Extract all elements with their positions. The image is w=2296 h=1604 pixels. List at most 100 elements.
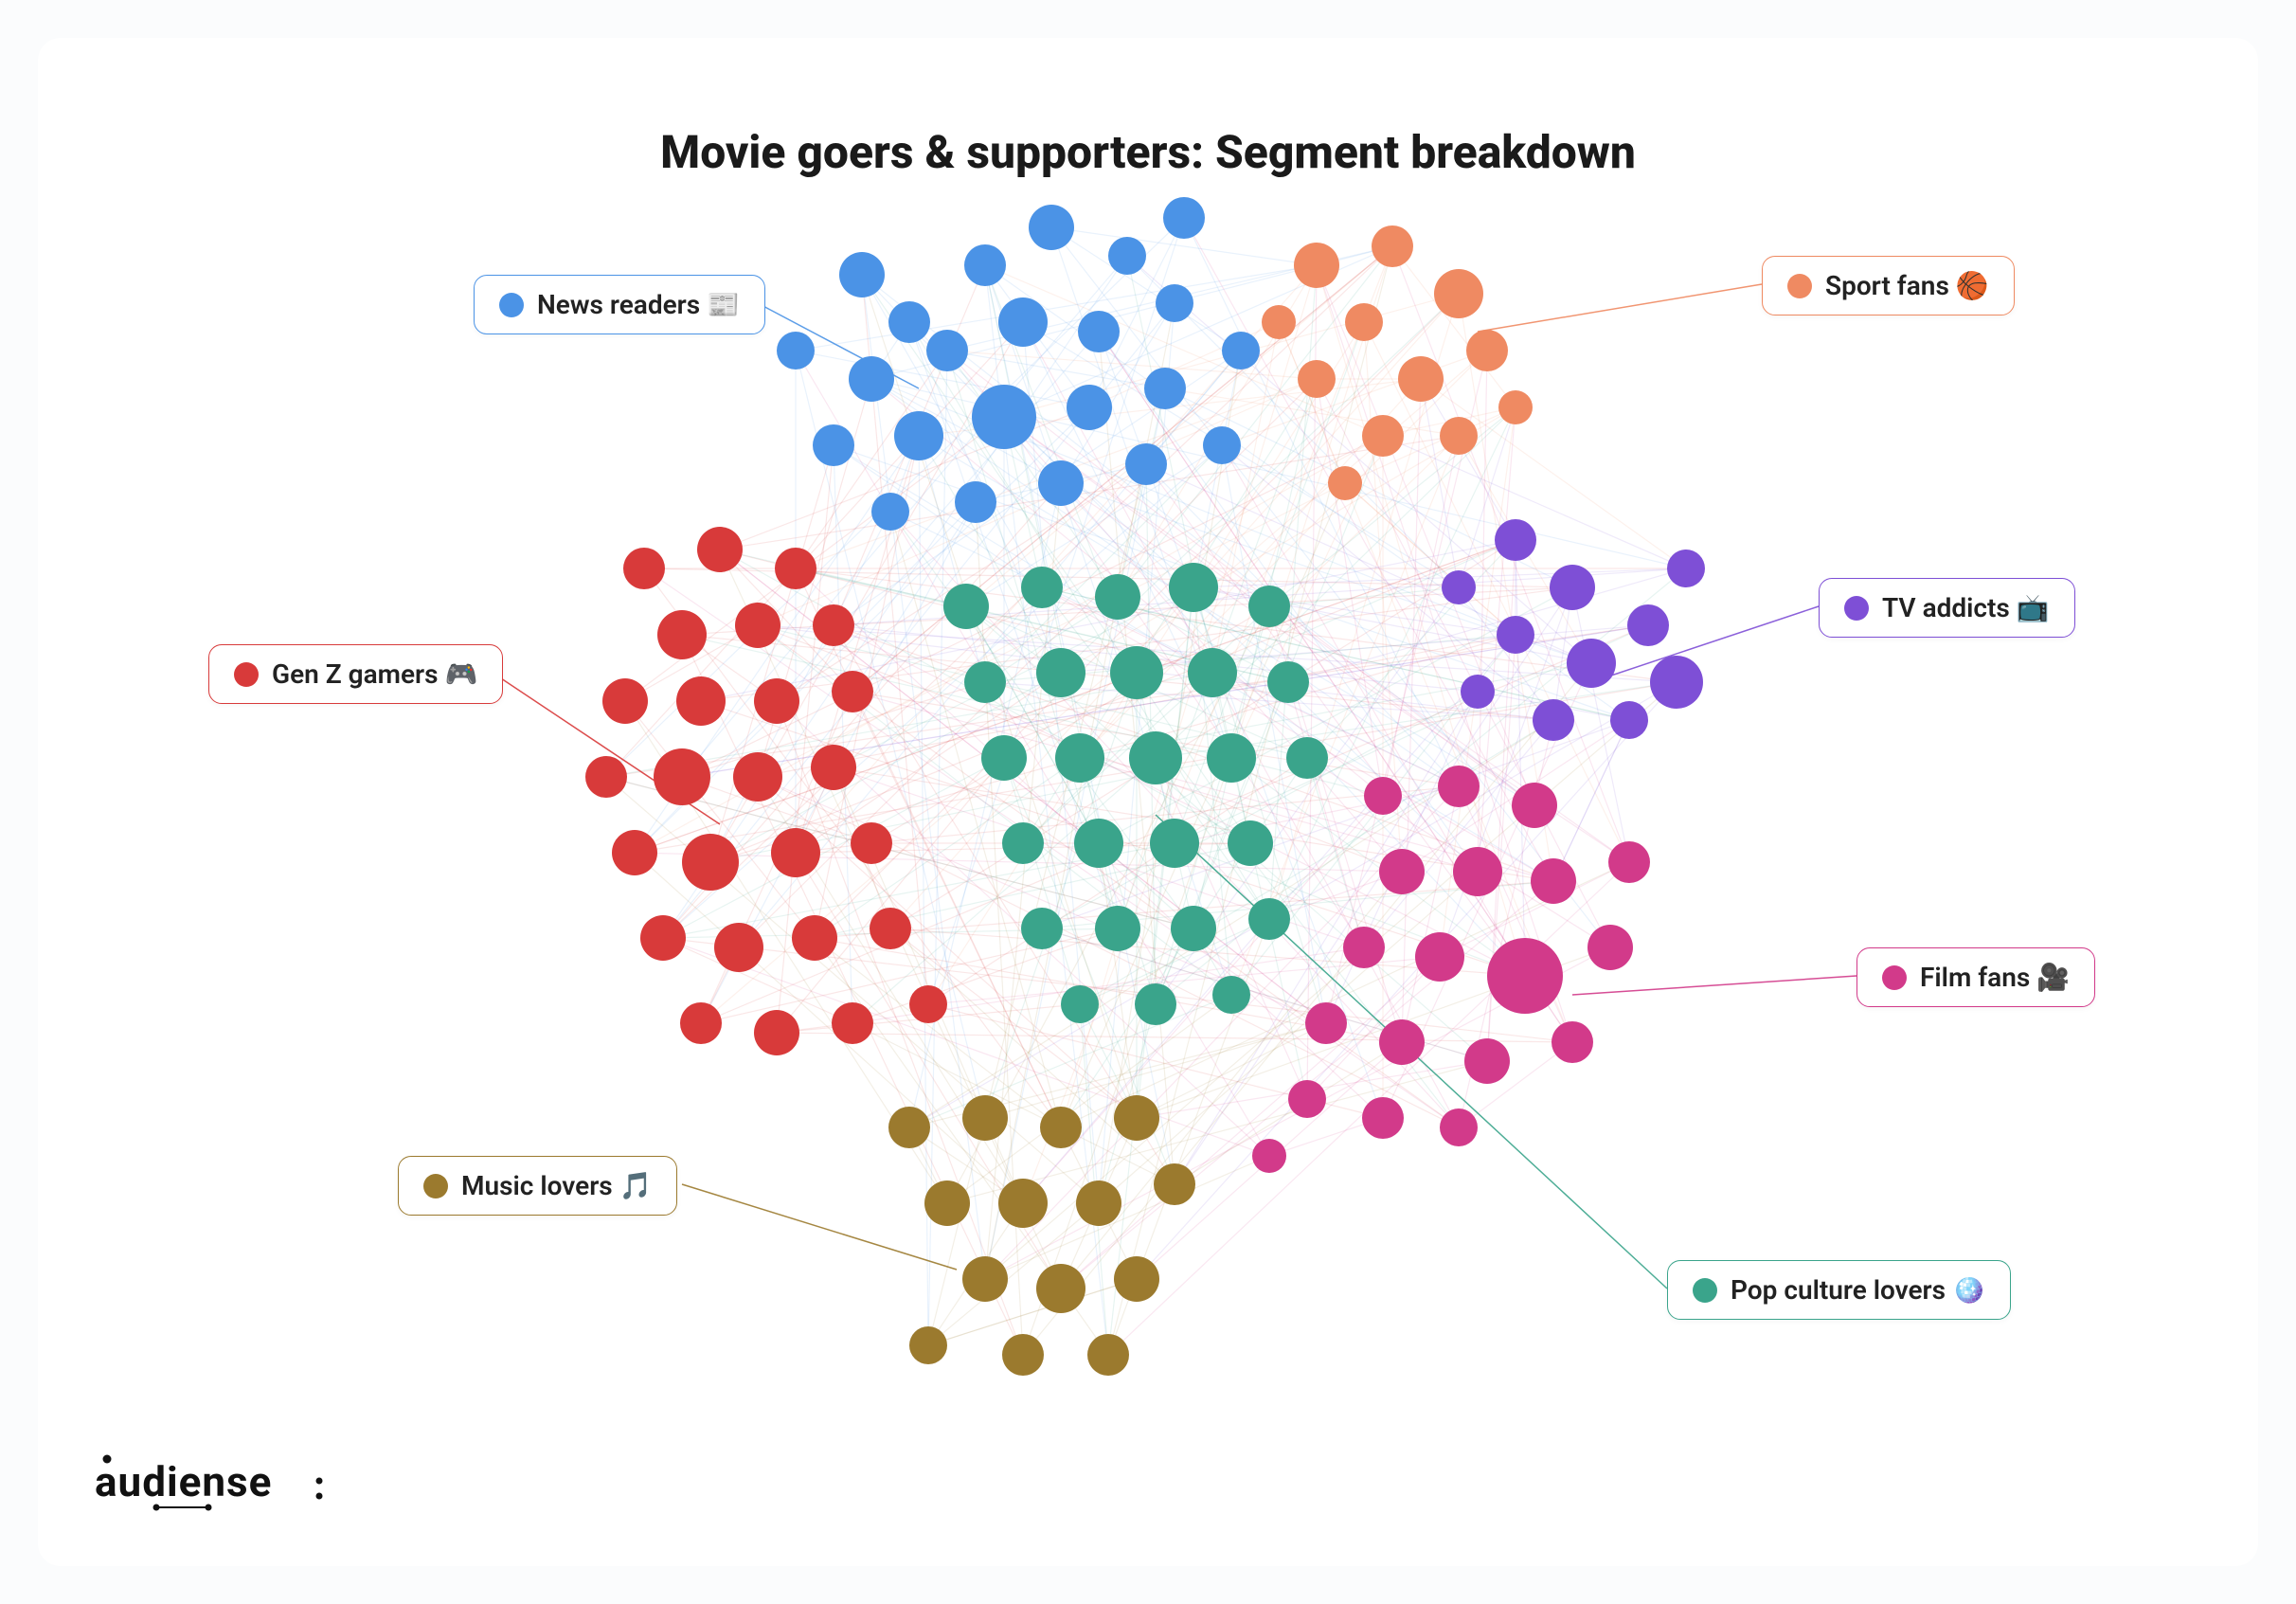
network-node-genz bbox=[714, 923, 763, 972]
network-edge bbox=[682, 635, 1023, 1355]
network-node-film bbox=[1343, 927, 1385, 968]
legend-dot-icon bbox=[1787, 274, 1812, 298]
network-node-film bbox=[1364, 777, 1402, 815]
network-node-news bbox=[926, 330, 968, 371]
network-node-genz bbox=[733, 752, 782, 802]
legend-dot-icon bbox=[1693, 1278, 1717, 1303]
network-node-pop bbox=[1150, 819, 1199, 868]
network-node-pop bbox=[1207, 733, 1256, 783]
network-node-film bbox=[1552, 1021, 1593, 1063]
network-node-genz bbox=[870, 908, 911, 949]
network-node-music bbox=[962, 1256, 1008, 1302]
network-node-pop bbox=[1055, 733, 1104, 783]
network-node-genz bbox=[602, 678, 648, 724]
network-edge bbox=[852, 246, 1392, 692]
network-node-sport bbox=[1294, 243, 1339, 288]
legend-pill-tv: TV addicts 📺 bbox=[1819, 578, 2075, 638]
network-node-news bbox=[871, 493, 909, 531]
network-node-sport bbox=[1498, 390, 1533, 424]
network-node-news bbox=[777, 332, 815, 369]
network-node-pop bbox=[1248, 586, 1290, 627]
network-node-music bbox=[1114, 1256, 1159, 1302]
network-node-genz bbox=[754, 678, 799, 724]
network-node-film bbox=[1512, 783, 1557, 828]
network-node-tv bbox=[1667, 550, 1705, 587]
network-node-sport bbox=[1262, 305, 1296, 339]
network-node-music bbox=[1040, 1107, 1082, 1148]
legend-dot-icon bbox=[1844, 596, 1869, 621]
network-node-pop bbox=[1171, 906, 1216, 951]
network-node-pop bbox=[1021, 908, 1063, 949]
legend-label: News readers 📰 bbox=[537, 289, 740, 320]
legend-pill-pop: Pop culture lovers 🪩 bbox=[1667, 1260, 2011, 1320]
legend-pill-music: Music lovers 🎵 bbox=[398, 1156, 677, 1216]
legend-dot-icon bbox=[1882, 965, 1907, 990]
network-node-genz bbox=[612, 830, 657, 875]
network-node-news bbox=[1144, 368, 1186, 409]
network-node-tv bbox=[1533, 699, 1574, 741]
network-node-genz bbox=[792, 915, 837, 961]
network-node-pop bbox=[1212, 976, 1250, 1014]
network-edge bbox=[1108, 246, 1392, 1355]
network-node-pop bbox=[1061, 985, 1099, 1023]
network-node-pop bbox=[1129, 731, 1182, 784]
network-node-genz bbox=[813, 604, 854, 646]
network-node-sport bbox=[1372, 225, 1413, 267]
legend-pill-sport: Sport fans 🏀 bbox=[1762, 256, 2015, 315]
network-node-news bbox=[1108, 237, 1146, 275]
legend-leader-music bbox=[682, 1184, 957, 1270]
network-node-film bbox=[1587, 925, 1633, 970]
network-node-genz bbox=[754, 1010, 799, 1055]
network-node-film bbox=[1288, 1080, 1326, 1118]
network-node-sport bbox=[1345, 303, 1383, 341]
network-node-news bbox=[1078, 311, 1120, 352]
network-node-news bbox=[849, 356, 894, 402]
network-node-tv bbox=[1461, 675, 1495, 709]
network-node-film bbox=[1438, 766, 1480, 807]
network-node-sport bbox=[1398, 356, 1444, 402]
network-node-news bbox=[1125, 443, 1167, 485]
network-node-film bbox=[1305, 1002, 1347, 1044]
network-node-genz bbox=[682, 834, 739, 891]
network-node-news bbox=[955, 481, 996, 523]
legend-pill-film: Film fans 🎥 bbox=[1857, 947, 2095, 1007]
network-node-genz bbox=[775, 548, 816, 589]
network-node-news bbox=[894, 411, 943, 460]
legend-leader-sport bbox=[1478, 284, 1762, 332]
network-node-news bbox=[1222, 332, 1260, 369]
network-node-pop bbox=[1135, 983, 1176, 1025]
network-node-film bbox=[1362, 1097, 1404, 1139]
network-node-genz bbox=[909, 985, 947, 1023]
network-node-pop bbox=[1021, 567, 1063, 608]
legend-label: Gen Z gamers 🎮 bbox=[272, 658, 477, 690]
network-node-genz bbox=[771, 828, 820, 877]
page: Movie goers & supporters: Segment breakd… bbox=[0, 0, 2296, 1604]
network-edge bbox=[1421, 379, 1686, 568]
audiense-logo: audiense bbox=[95, 1452, 341, 1519]
legend-label: Sport fans 🏀 bbox=[1825, 270, 1989, 301]
network-node-genz bbox=[735, 603, 780, 648]
network-node-news bbox=[1203, 426, 1241, 464]
network-node-sport bbox=[1298, 360, 1336, 398]
network-node-genz bbox=[851, 822, 892, 864]
network-node-film bbox=[1487, 938, 1563, 1014]
network-node-news bbox=[998, 297, 1048, 347]
network-node-film bbox=[1608, 841, 1650, 883]
network-node-tv bbox=[1495, 519, 1536, 561]
network-node-tv bbox=[1650, 656, 1703, 709]
network-node-pop bbox=[1095, 574, 1140, 620]
network-node-pop bbox=[1169, 563, 1218, 612]
network-node-sport bbox=[1328, 466, 1362, 500]
network-node-tv bbox=[1627, 604, 1669, 646]
network-node-music bbox=[909, 1326, 947, 1364]
network-node-sport bbox=[1440, 417, 1478, 455]
card: Movie goers & supporters: Segment breakd… bbox=[38, 38, 2258, 1566]
network-node-genz bbox=[680, 1002, 722, 1044]
network-node-news bbox=[1163, 197, 1205, 239]
network-node-news bbox=[813, 424, 854, 466]
network-node-genz bbox=[623, 548, 665, 589]
network-node-pop bbox=[1002, 822, 1044, 864]
network-node-film bbox=[1464, 1038, 1510, 1084]
network-node-news bbox=[839, 252, 885, 297]
network-node-film bbox=[1415, 932, 1464, 982]
